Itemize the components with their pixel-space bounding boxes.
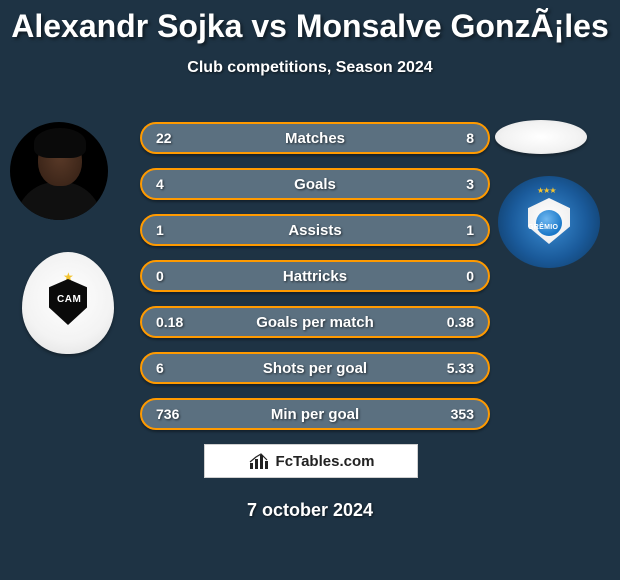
stat-row: 736 Min per goal 353 <box>140 398 490 430</box>
stat-left-value: 1 <box>142 222 202 238</box>
subtitle: Club competitions, Season 2024 <box>0 59 620 77</box>
stat-right-value: 0 <box>428 268 488 284</box>
stat-left-value: 6 <box>142 360 202 376</box>
stat-right-value: 3 <box>428 176 488 192</box>
date-label: 7 october 2024 <box>0 500 620 521</box>
stat-row: 22 Matches 8 <box>140 122 490 154</box>
club-left-crest: ★ CAM <box>22 252 114 354</box>
stat-row: 0 Hattricks 0 <box>140 260 490 292</box>
bar-chart-icon <box>248 451 272 471</box>
source-badge-text: FcTables.com <box>276 453 375 470</box>
stat-left-value: 22 <box>142 130 202 146</box>
stat-label: Shots per goal <box>202 360 428 377</box>
stat-left-value: 0 <box>142 268 202 284</box>
stat-right-value: 0.38 <box>428 314 488 330</box>
club-left-label: CAM <box>57 294 81 305</box>
stat-label: Assists <box>202 222 428 239</box>
stats-table: 22 Matches 8 4 Goals 3 1 Assists 1 0 Hat… <box>140 122 490 444</box>
player-left-avatar <box>10 122 108 220</box>
source-badge[interactable]: FcTables.com <box>204 444 418 478</box>
stat-right-value: 1 <box>428 222 488 238</box>
stat-row: 6 Shots per goal 5.33 <box>140 352 490 384</box>
stat-label: Matches <box>202 130 428 147</box>
comparison-card: Alexandr Sojka vs Monsalve GonzÃ¡les Clu… <box>0 0 620 580</box>
stat-row: 0.18 Goals per match 0.38 <box>140 306 490 338</box>
stat-label: Goals per match <box>202 314 428 331</box>
player-right-avatar-placeholder <box>495 120 587 154</box>
club-right-crest: ★★★ GRÊMIO <box>498 176 600 268</box>
stat-row: 4 Goals 3 <box>140 168 490 200</box>
stat-left-value: 736 <box>142 406 202 422</box>
star-icon: ★★★ <box>537 186 556 195</box>
stat-right-value: 5.33 <box>428 360 488 376</box>
page-title: Alexandr Sojka vs Monsalve GonzÃ¡les <box>0 0 620 45</box>
stat-left-value: 0.18 <box>142 314 202 330</box>
stat-label: Goals <box>202 176 428 193</box>
stat-label: Min per goal <box>202 406 428 423</box>
club-right-label: GRÊMIO <box>528 224 558 231</box>
stat-label: Hattricks <box>202 268 428 285</box>
stat-row: 1 Assists 1 <box>140 214 490 246</box>
stat-right-value: 8 <box>428 130 488 146</box>
stat-right-value: 353 <box>428 406 488 422</box>
stat-left-value: 4 <box>142 176 202 192</box>
